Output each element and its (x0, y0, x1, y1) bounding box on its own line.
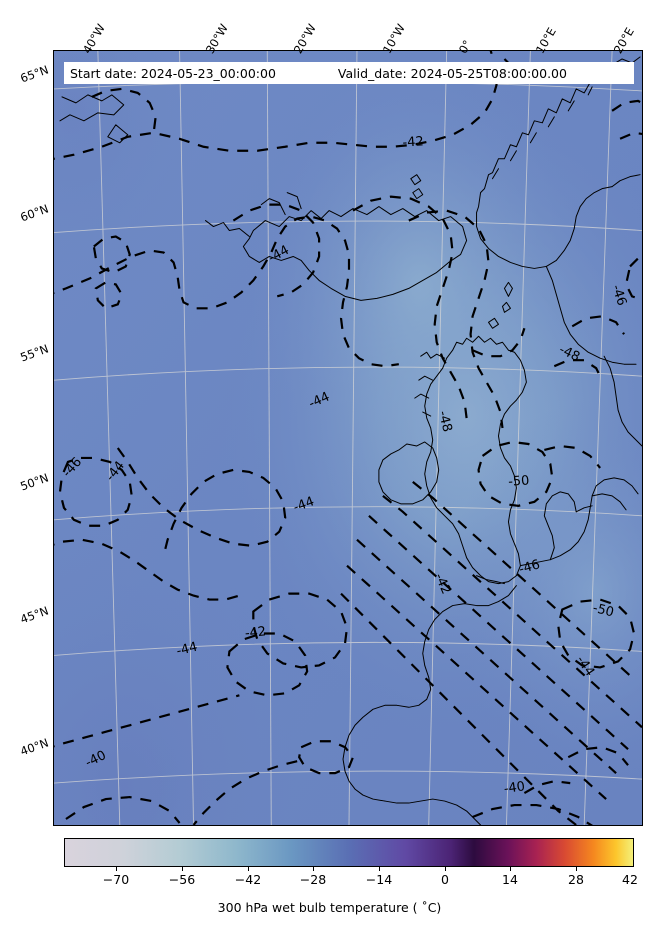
contour-label: -50 (591, 601, 615, 621)
contour-label: -50 (508, 473, 530, 489)
map-axes[interactable]: -42 -44 -44 -48 -46 -44 -44 -50 -46 -50 … (53, 50, 643, 826)
cbar-label-42: 42 (622, 872, 638, 887)
contour-label: -44 (291, 494, 316, 515)
lat-tick-65N: 65°N (18, 62, 51, 86)
cbar-label-m70: −70 (102, 872, 130, 887)
cbar-tick-mark (313, 867, 314, 871)
start-date-label: Start date: 2024-05-23_00:00:00 (70, 65, 276, 81)
coastlines (59, 56, 642, 825)
lat-tick-60N: 60°N (18, 201, 51, 225)
title-box: Start date: 2024-05-23_00:00:00 Valid_da… (64, 62, 634, 84)
lat-tick-40N: 40°N (18, 735, 51, 759)
cbar-tick-mark (116, 867, 117, 871)
cbar-tick-mark (379, 867, 380, 871)
cbar-label-m56: −56 (168, 872, 196, 887)
cbar-label-m42: −42 (234, 872, 262, 887)
contour-label: -40 (503, 779, 526, 797)
contour-label: -48 (435, 409, 455, 433)
contour-label: -44 (175, 640, 199, 660)
cbar-label-28: 28 (568, 872, 584, 887)
map-field: -42 -44 -44 -48 -46 -44 -44 -50 -46 -50 … (54, 51, 642, 825)
lat-tick-45N: 45°N (18, 603, 51, 627)
lat-tick-55N: 55°N (18, 341, 51, 365)
temperature-contours (54, 51, 642, 825)
cbar-tick-mark (445, 867, 446, 871)
colorbar[interactable] (64, 838, 634, 867)
lat-tick-50N: 50°N (18, 470, 51, 494)
contour-label: -46 (608, 283, 629, 308)
cbar-label-m28: −28 (299, 872, 327, 887)
cbar-label-m14: −14 (365, 872, 393, 887)
colorbar-gradient (65, 839, 633, 866)
cbar-label-14: 14 (502, 872, 518, 887)
cbar-label-0: 0 (441, 872, 449, 887)
cbar-tick-mark (576, 867, 577, 871)
valid-date-label: Valid_date: 2024-05-25T08:00:00.00 (337, 65, 567, 81)
graticule (54, 51, 642, 825)
colorbar-title: 300 hPa wet bulb temperature ( ˚C) (217, 900, 442, 915)
cbar-tick-mark (248, 867, 249, 871)
contour-label: -42 (402, 134, 424, 150)
cbar-tick-mark (510, 867, 511, 871)
contour-label: -46 (517, 557, 541, 577)
cbar-tick-mark (182, 867, 183, 871)
contour-label: -42 (244, 624, 267, 641)
